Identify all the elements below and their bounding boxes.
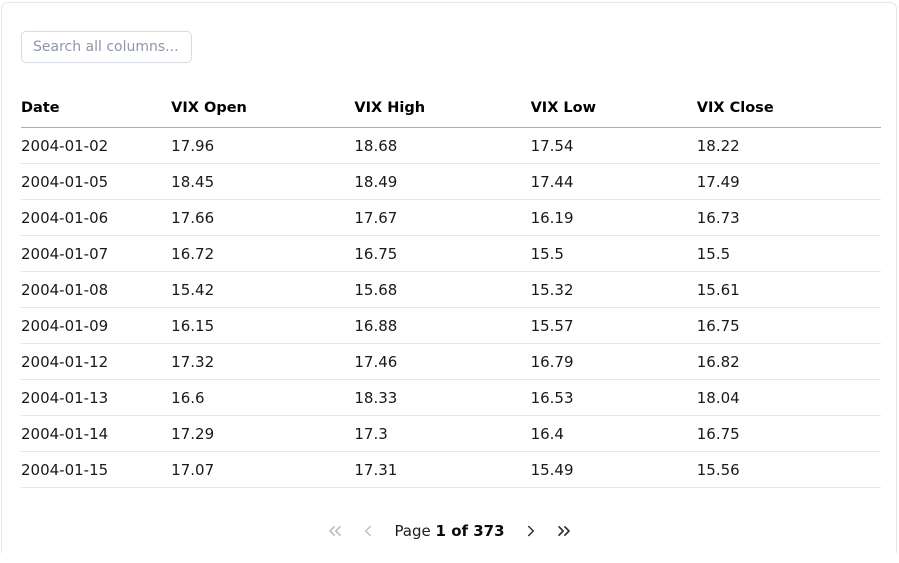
table-cell: 17.3	[354, 415, 531, 452]
table-cell: 16.15	[171, 307, 355, 344]
table-cell: 2004-01-13	[21, 379, 172, 416]
table-cell: 2004-01-08	[21, 271, 172, 308]
table-cell: 16.73	[696, 199, 881, 236]
table-cell: 15.57	[530, 307, 697, 344]
table-row: 2004-01-12 17.32 17.46 16.79 16.82	[21, 343, 881, 380]
table-cell: 18.45	[171, 163, 355, 200]
table-cell: 15.5	[530, 235, 697, 272]
table-row: 2004-01-09 16.15 16.88 15.57 16.75	[21, 307, 881, 344]
table-cell: 16.75	[696, 307, 881, 344]
table-cell: 17.44	[530, 163, 697, 200]
table-cell: 15.32	[530, 271, 697, 308]
table-cell: 2004-01-15	[21, 451, 172, 488]
last-page-button[interactable]	[553, 520, 575, 542]
column-header-date: Date	[21, 95, 172, 128]
table-row: 2004-01-05 18.45 18.49 17.44 17.49	[21, 163, 881, 200]
table-cell: 18.68	[354, 127, 531, 164]
table-body: 2004-01-02 17.96 18.68 17.54 18.22 2004-01-05…	[21, 127, 881, 488]
chevrons-right-icon	[554, 521, 574, 541]
table-cell: 17.49	[696, 163, 881, 200]
column-header-vix-close: VIX Close	[696, 95, 881, 128]
table-cell: 16.75	[354, 235, 531, 272]
table-row: 2004-01-06 17.66 17.67 16.19 16.73	[21, 199, 881, 236]
table-cell: 2004-01-02	[21, 127, 172, 164]
table-cell: 2004-01-14	[21, 415, 172, 452]
table-cell: 15.56	[696, 451, 881, 488]
table-cell: 17.07	[171, 451, 355, 488]
table-cell: 15.68	[354, 271, 531, 308]
column-header-vix-high: VIX High	[354, 95, 531, 128]
table-cell: 16.75	[696, 415, 881, 452]
table-row: 2004-01-08 15.42 15.68 15.32 15.61	[21, 271, 881, 308]
table-cell: 16.53	[530, 379, 697, 416]
page-indicator: Page 1 of 373	[394, 522, 504, 540]
table-cell: 17.31	[354, 451, 531, 488]
table-cell: 2004-01-06	[21, 199, 172, 236]
table-row: 2004-01-15 17.07 17.31 15.49 15.56	[21, 451, 881, 488]
table-cell: 17.46	[354, 343, 531, 380]
table-header-row: Date VIX Open VIX High VIX Low VIX Close	[21, 95, 881, 128]
table-cell: 16.6	[171, 379, 355, 416]
table-cell: 18.33	[354, 379, 531, 416]
table-cell: 17.32	[171, 343, 355, 380]
table-cell: 18.04	[696, 379, 881, 416]
prev-page-button[interactable]	[358, 521, 378, 541]
table-cell: 15.5	[696, 235, 881, 272]
table-header: Date VIX Open VIX High VIX Low VIX Close	[21, 95, 881, 128]
table-cell: 16.82	[696, 343, 881, 380]
table-cell: 17.66	[171, 199, 355, 236]
table-row: 2004-01-07 16.72 16.75 15.5 15.5	[21, 235, 881, 272]
table-cell: 18.22	[696, 127, 881, 164]
table-cell: 15.49	[530, 451, 697, 488]
chevrons-left-icon	[325, 521, 345, 541]
table-cell: 2004-01-09	[21, 307, 172, 344]
table-cell: 15.42	[171, 271, 355, 308]
page-label: Page	[394, 522, 436, 540]
table-cell: 16.19	[530, 199, 697, 236]
table-cell: 17.96	[171, 127, 355, 164]
chevron-left-icon	[359, 522, 377, 540]
column-header-vix-open: VIX Open	[171, 95, 355, 128]
first-page-button[interactable]	[324, 520, 346, 542]
table-cell: 2004-01-12	[21, 343, 172, 380]
table-cell: 17.54	[530, 127, 697, 164]
table-cell: 16.79	[530, 343, 697, 380]
table-cell: 2004-01-05	[21, 163, 172, 200]
table-cell: 16.72	[171, 235, 355, 272]
table-cell: 18.49	[354, 163, 531, 200]
pagination: Page 1 of 373	[21, 520, 878, 542]
next-page-button[interactable]	[521, 521, 541, 541]
column-header-vix-low: VIX Low	[530, 95, 697, 128]
page-info: 1 of 373	[435, 522, 505, 540]
chevron-right-icon	[522, 522, 540, 540]
table-cell: 15.61	[696, 271, 881, 308]
table-row: 2004-01-13 16.6 18.33 16.53 18.04	[21, 379, 881, 416]
table-cell: 16.88	[354, 307, 531, 344]
table-cell: 2004-01-07	[21, 235, 172, 272]
table-row: 2004-01-02 17.96 18.68 17.54 18.22	[21, 127, 881, 164]
table-row: 2004-01-14 17.29 17.3 16.4 16.75	[21, 415, 881, 452]
data-table: Date VIX Open VIX High VIX Low VIX Close 200…	[21, 95, 881, 488]
search-input[interactable]	[21, 31, 192, 63]
table-cell: 17.29	[171, 415, 355, 452]
table-cell: 17.67	[354, 199, 531, 236]
table-cell: 16.4	[530, 415, 697, 452]
